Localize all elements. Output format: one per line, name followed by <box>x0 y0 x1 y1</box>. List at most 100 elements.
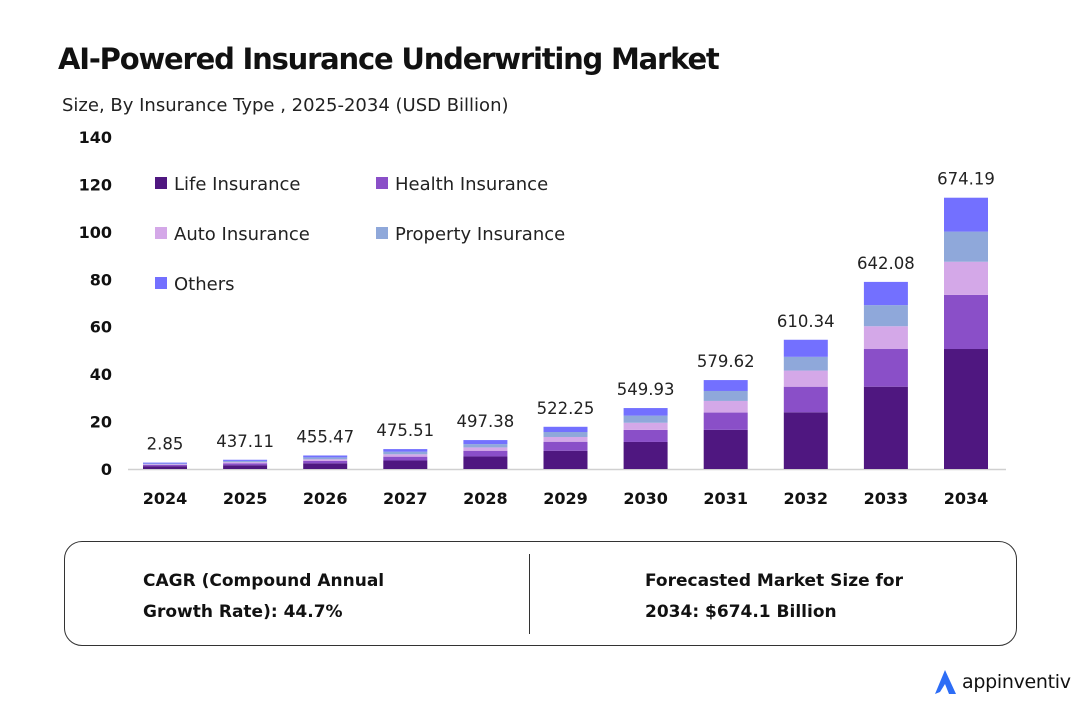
bar-segment-health-insurance <box>143 464 187 467</box>
data-label: 579.62 <box>697 352 755 371</box>
data-label: 642.08 <box>857 254 915 273</box>
legend-label: Health Insurance <box>395 174 548 195</box>
bar-segment-others <box>383 449 428 452</box>
x-tick-label: 2033 <box>864 489 909 508</box>
x-tick-label: 2024 <box>143 489 188 508</box>
bar-segment-auto-insurance <box>543 436 588 442</box>
x-tick-label: 2026 <box>303 489 348 508</box>
bar-segment-health-insurance <box>303 460 348 464</box>
data-label: 2.85 <box>147 435 184 454</box>
chart-subtitle: Size, By Insurance Type , 2025-2034 (USD… <box>62 95 509 116</box>
bar-segment-health-insurance <box>944 294 988 350</box>
bar-segment-property-insurance <box>944 231 988 262</box>
y-tick-label: 100 <box>79 223 112 242</box>
bar-segment-others <box>623 408 668 416</box>
x-tick-label: 2030 <box>623 489 668 508</box>
bar-segment-auto-insurance <box>623 422 668 430</box>
bar-segment-property-insurance <box>223 460 268 463</box>
legend-swatch <box>376 227 388 239</box>
bar-segment-life-insurance <box>623 441 668 469</box>
bar-segment-health-insurance <box>463 450 508 457</box>
bar-segment-health-insurance <box>223 463 268 466</box>
bar-segment-property-insurance <box>863 305 908 327</box>
bar-segment-others <box>783 339 828 357</box>
bar-segment-life-insurance <box>463 456 508 469</box>
legend-swatch <box>155 277 167 289</box>
appinventiv-logo-icon <box>935 670 956 694</box>
y-tick-label: 40 <box>90 365 112 384</box>
data-label: 610.34 <box>777 312 835 331</box>
brand-name: appinventiv <box>962 671 1071 693</box>
bar-segment-health-insurance <box>623 429 668 442</box>
bar-segment-auto-insurance <box>463 447 508 451</box>
bar-segment-auto-insurance <box>944 261 988 295</box>
brand-logo: appinventiv <box>932 668 1071 696</box>
bar-segment-life-insurance <box>863 386 908 469</box>
bar-segment-auto-insurance <box>143 464 187 465</box>
legend-swatch <box>155 227 167 239</box>
bar-segment-others <box>303 455 348 458</box>
data-label: 455.47 <box>296 427 354 446</box>
bar-segment-property-insurance <box>783 356 828 371</box>
bar-segment-others <box>143 462 187 464</box>
bar-segment-life-insurance <box>944 349 988 469</box>
y-tick-label: 120 <box>79 175 112 194</box>
bar-segment-health-insurance <box>543 441 588 451</box>
bar-segment-others <box>223 459 268 461</box>
x-tick-label: 2025 <box>223 489 268 508</box>
x-tick-label: 2029 <box>543 489 588 508</box>
bar-segment-auto-insurance <box>223 462 268 464</box>
bar-segment-health-insurance <box>863 349 908 387</box>
y-tick-label: 80 <box>90 270 112 289</box>
bar-segment-property-insurance <box>623 415 668 423</box>
bar-segment-others <box>543 426 588 433</box>
bar-segment-life-insurance <box>223 465 268 469</box>
bar-segment-life-insurance <box>143 466 187 469</box>
legend-label: Others <box>174 274 235 295</box>
bar-segment-auto-insurance <box>863 326 908 350</box>
bar-segment-auto-insurance <box>703 400 748 413</box>
bar-segment-others <box>863 281 908 306</box>
bar-segment-auto-insurance <box>783 370 828 387</box>
data-label: 437.11 <box>216 432 274 451</box>
legend-swatch <box>376 177 388 189</box>
data-label: 549.93 <box>617 380 675 399</box>
x-tick-label: 2028 <box>463 489 508 508</box>
data-label: 522.25 <box>537 399 595 418</box>
x-tick-label: 2031 <box>703 489 748 508</box>
bar-segment-property-insurance <box>303 457 348 460</box>
x-tick-label: 2034 <box>944 489 989 508</box>
stats-divider <box>529 554 530 634</box>
stats-box: CAGR (Compound Annual Growth Rate): 44.7… <box>64 541 1017 646</box>
chart-title: AI-Powered Insurance Underwriting Market <box>58 42 720 76</box>
bar-segment-life-insurance <box>543 450 588 469</box>
y-tick-label: 0 <box>101 460 112 479</box>
y-tick-label: 60 <box>90 318 112 337</box>
data-label: 475.51 <box>376 421 434 440</box>
bar-segment-property-insurance <box>703 390 748 401</box>
bar-segment-auto-insurance <box>303 459 348 461</box>
x-tick-label: 2027 <box>383 489 428 508</box>
cagr-stat: CAGR (Compound Annual Growth Rate): 44.7… <box>143 571 385 622</box>
bar-segment-others <box>944 197 988 232</box>
stacked-bar-chart: 0 20 40 60 80 100 120 140 2.85 2024 437.11 2025 455.… <box>79 128 1006 508</box>
data-label: 497.38 <box>457 412 515 431</box>
bar-segment-others <box>463 440 508 445</box>
bar-segment-property-insurance <box>543 432 588 437</box>
legend-label: Life Insurance <box>174 174 300 195</box>
y-tick-label: 20 <box>90 413 112 432</box>
bar-segment-life-insurance <box>383 460 428 469</box>
bar-segment-property-insurance <box>383 451 428 455</box>
forecast-stat: Forecasted Market Size for 2034: $674.1 … <box>645 571 903 622</box>
bar-segment-auto-insurance <box>383 454 428 457</box>
bar-segment-health-insurance <box>783 386 828 413</box>
bar-segment-property-insurance <box>463 444 508 448</box>
bar-segment-others <box>703 380 748 391</box>
bar-segment-life-insurance <box>703 429 748 469</box>
bar-segment-life-insurance <box>303 463 348 469</box>
legend-swatch <box>155 177 167 189</box>
bar-segment-health-insurance <box>703 412 748 430</box>
x-tick-label: 2032 <box>784 489 829 508</box>
legend-label: Auto Insurance <box>174 224 310 245</box>
data-label: 674.19 <box>937 170 995 189</box>
